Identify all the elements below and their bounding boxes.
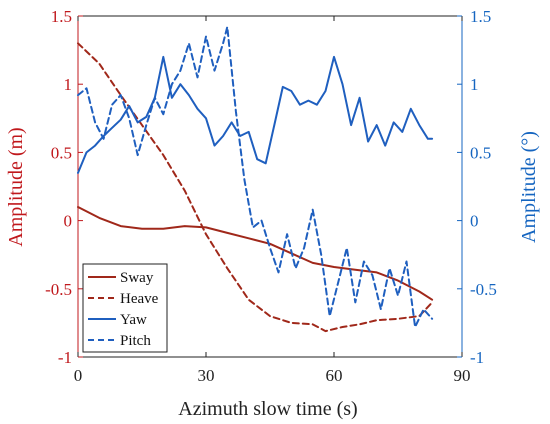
series-line-pitch [77, 25, 434, 328]
series-layer [77, 25, 434, 333]
x-axis-label: Azimuth slow time (s) [178, 398, 357, 420]
plot-frame [77, 15, 463, 358]
legend-box [82, 263, 168, 353]
legend: Sway Heave Yaw Pitch [82, 263, 168, 353]
tick-layer: 0 30 60 90-1-0.500.511.5-1-0.500.511.5 [45, 7, 497, 385]
right-y-axis-label: Amplitude (°) [518, 131, 540, 243]
series-line-sway [77, 206, 434, 301]
right-y-tick-label: 1 [470, 75, 479, 94]
left-y-tick-label: -0.5 [45, 280, 72, 299]
right-y-tick-label: -0.5 [470, 280, 497, 299]
series-line-heave [77, 42, 434, 333]
legend-label-yaw: Yaw [120, 312, 147, 328]
left-y-tick-label: 1 [64, 75, 73, 94]
x-tick-label: 60 [326, 366, 343, 385]
x-tick-label: 30 [198, 366, 215, 385]
x-tick-label: 90 [454, 366, 471, 385]
left-y-tick-label: 0 [64, 212, 73, 231]
x-tick-label: 0 [74, 366, 83, 385]
left-y-axis-label: Amplitude (m) [5, 127, 27, 246]
legend-label-heave: Heave [120, 291, 159, 307]
left-y-tick-label: 1.5 [51, 7, 72, 26]
legend-label-pitch: Pitch [120, 333, 151, 349]
right-y-tick-label: 1.5 [470, 7, 491, 26]
series-line-yaw [77, 55, 434, 174]
right-y-tick-label: 0.5 [470, 143, 491, 162]
legend-label-sway: Sway [120, 270, 154, 286]
left-y-tick-label: 0.5 [51, 143, 72, 162]
right-y-tick-label: 0 [470, 212, 479, 231]
left-y-tick-label: -1 [58, 348, 72, 367]
right-y-tick-label: -1 [470, 348, 484, 367]
